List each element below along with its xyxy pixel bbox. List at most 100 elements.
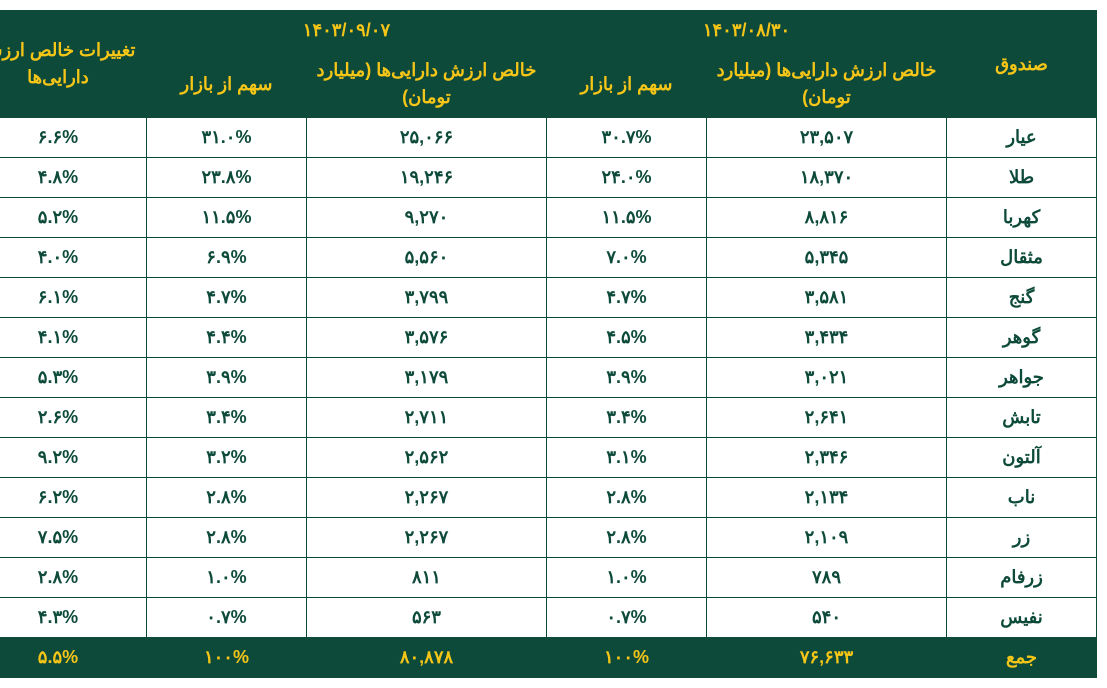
table-row: نفیس۵۴۰۰.۷%۵۶۳۰.۷%۴.۳% <box>0 598 1097 638</box>
cell-nav1: ۵۴۰ <box>707 598 947 638</box>
cell-share1: ۴.۵% <box>546 318 706 358</box>
cell-change: ۶.۲% <box>0 478 146 518</box>
total-cell-fund: جمع <box>947 638 1097 678</box>
cell-nav1: ۳,۴۳۴ <box>707 318 947 358</box>
cell-nav1: ۵,۳۴۵ <box>707 238 947 278</box>
cell-nav2: ۳,۷۹۹ <box>306 278 546 318</box>
cell-share1: ۱.۰% <box>546 558 706 598</box>
cell-nav1: ۲,۱۳۴ <box>707 478 947 518</box>
table-row: کهربا۸,۸۱۶۱۱.۵%۹,۲۷۰۱۱.۵%۵.۲% <box>0 198 1097 238</box>
cell-nav2: ۹,۲۷۰ <box>306 198 546 238</box>
cell-share2: ۳.۴% <box>146 398 306 438</box>
cell-nav2: ۲۵,۰۶۶ <box>306 118 546 158</box>
header-fund: صندوق <box>947 11 1097 118</box>
total-cell-change: ۵.۵% <box>0 638 146 678</box>
cell-nav1: ۳,۰۲۱ <box>707 358 947 398</box>
cell-fund: نفیس <box>947 598 1097 638</box>
cell-nav2: ۵۶۳ <box>306 598 546 638</box>
header-nav1: خالص ارزش دارایی‌ها (میلیارد تومان) <box>707 51 947 118</box>
header-date1: ۱۴۰۳/۰۸/۳۰ <box>546 11 946 51</box>
table-row: زر۲,۱۰۹۲.۸%۲,۲۶۷۲.۸%۷.۵% <box>0 518 1097 558</box>
table-row: جواهر۳,۰۲۱۳.۹%۳,۱۷۹۳.۹%۵.۳% <box>0 358 1097 398</box>
cell-nav2: ۲,۲۶۷ <box>306 478 546 518</box>
cell-fund: زر <box>947 518 1097 558</box>
header-nav2: خالص ارزش دارایی‌ها (میلیارد تومان) <box>306 51 546 118</box>
total-cell-share2: ۱۰۰% <box>146 638 306 678</box>
cell-nav2: ۱۹,۲۴۶ <box>306 158 546 198</box>
cell-share1: ۲.۸% <box>546 478 706 518</box>
cell-nav1: ۳,۵۸۱ <box>707 278 947 318</box>
table-row: عیار۲۳,۵۰۷۳۰.۷%۲۵,۰۶۶۳۱.۰%۶.۶% <box>0 118 1097 158</box>
cell-share2: ۳.۹% <box>146 358 306 398</box>
header-change: تغییرات خالص ارزش دارایی‌ها <box>0 11 146 118</box>
cell-fund: گنج <box>947 278 1097 318</box>
cell-share2: ۲.۸% <box>146 518 306 558</box>
table-row: تابش۲,۶۴۱۳.۴%۲,۷۱۱۳.۴%۲.۶% <box>0 398 1097 438</box>
cell-share2: ۰.۷% <box>146 598 306 638</box>
cell-change: ۵.۲% <box>0 198 146 238</box>
table-row: زرفام۷۸۹۱.۰%۸۱۱۱.۰%۲.۸% <box>0 558 1097 598</box>
cell-share1: ۰.۷% <box>546 598 706 638</box>
cell-nav1: ۲,۱۰۹ <box>707 518 947 558</box>
cell-share2: ۳.۲% <box>146 438 306 478</box>
cell-nav1: ۲,۶۴۱ <box>707 398 947 438</box>
header-date2: ۱۴۰۳/۰۹/۰۷ <box>146 11 546 51</box>
cell-change: ۷.۵% <box>0 518 146 558</box>
cell-fund: مثقال <box>947 238 1097 278</box>
cell-share1: ۳.۱% <box>546 438 706 478</box>
header-share1: سهم از بازار <box>546 51 706 118</box>
table-row: طلا۱۸,۳۷۰۲۴.۰%۱۹,۲۴۶۲۳.۸%۴.۸% <box>0 158 1097 198</box>
total-cell-share1: ۱۰۰% <box>546 638 706 678</box>
cell-share2: ۱.۰% <box>146 558 306 598</box>
cell-nav1: ۲,۳۴۶ <box>707 438 947 478</box>
cell-share2: ۱۱.۵% <box>146 198 306 238</box>
cell-nav2: ۳,۱۷۹ <box>306 358 546 398</box>
cell-fund: ناب <box>947 478 1097 518</box>
cell-share2: ۲.۸% <box>146 478 306 518</box>
cell-share1: ۲۴.۰% <box>546 158 706 198</box>
cell-nav2: ۲,۷۱۱ <box>306 398 546 438</box>
table-row: مثقال۵,۳۴۵۷.۰%۵,۵۶۰۶.۹%۴.۰% <box>0 238 1097 278</box>
cell-change: ۶.۱% <box>0 278 146 318</box>
cell-share2: ۳۱.۰% <box>146 118 306 158</box>
cell-nav1: ۷۸۹ <box>707 558 947 598</box>
cell-nav1: ۲۳,۵۰۷ <box>707 118 947 158</box>
cell-change: ۴.۸% <box>0 158 146 198</box>
cell-share1: ۳.۹% <box>546 358 706 398</box>
cell-change: ۶.۶% <box>0 118 146 158</box>
cell-change: ۲.۶% <box>0 398 146 438</box>
cell-share2: ۴.۷% <box>146 278 306 318</box>
cell-nav2: ۲,۵۶۲ <box>306 438 546 478</box>
cell-share2: ۲۳.۸% <box>146 158 306 198</box>
cell-share1: ۱۱.۵% <box>546 198 706 238</box>
cell-fund: آلتون <box>947 438 1097 478</box>
cell-fund: کهربا <box>947 198 1097 238</box>
total-cell-nav2: ۸۰,۸۷۸ <box>306 638 546 678</box>
cell-nav1: ۱۸,۳۷۰ <box>707 158 947 198</box>
cell-nav2: ۵,۵۶۰ <box>306 238 546 278</box>
header-share2: سهم از بازار <box>146 51 306 118</box>
cell-change: ۵.۳% <box>0 358 146 398</box>
cell-change: ۲.۸% <box>0 558 146 598</box>
cell-fund: زرفام <box>947 558 1097 598</box>
table-row-total: جمع۷۶,۶۳۳۱۰۰%۸۰,۸۷۸۱۰۰%۵.۵% <box>0 638 1097 678</box>
cell-change: ۴.۳% <box>0 598 146 638</box>
cell-nav2: ۳,۵۷۶ <box>306 318 546 358</box>
cell-share1: ۳.۴% <box>546 398 706 438</box>
table-row: ناب۲,۱۳۴۲.۸%۲,۲۶۷۲.۸%۶.۲% <box>0 478 1097 518</box>
cell-share1: ۷.۰% <box>546 238 706 278</box>
cell-nav2: ۸۱۱ <box>306 558 546 598</box>
cell-nav2: ۲,۲۶۷ <box>306 518 546 558</box>
cell-change: ۴.۱% <box>0 318 146 358</box>
cell-nav1: ۸,۸۱۶ <box>707 198 947 238</box>
cell-share1: ۴.۷% <box>546 278 706 318</box>
cell-fund: طلا <box>947 158 1097 198</box>
table-row: گنج۳,۵۸۱۴.۷%۳,۷۹۹۴.۷%۶.۱% <box>0 278 1097 318</box>
cell-change: ۹.۲% <box>0 438 146 478</box>
nav-table: صندوق ۱۴۰۳/۰۸/۳۰ ۱۴۰۳/۰۹/۰۷ تغییرات خالص… <box>0 10 1097 678</box>
cell-share1: ۳۰.۷% <box>546 118 706 158</box>
total-cell-nav1: ۷۶,۶۳۳ <box>707 638 947 678</box>
cell-fund: گوهر <box>947 318 1097 358</box>
table-row: آلتون۲,۳۴۶۳.۱%۲,۵۶۲۳.۲%۹.۲% <box>0 438 1097 478</box>
cell-share2: ۴.۴% <box>146 318 306 358</box>
